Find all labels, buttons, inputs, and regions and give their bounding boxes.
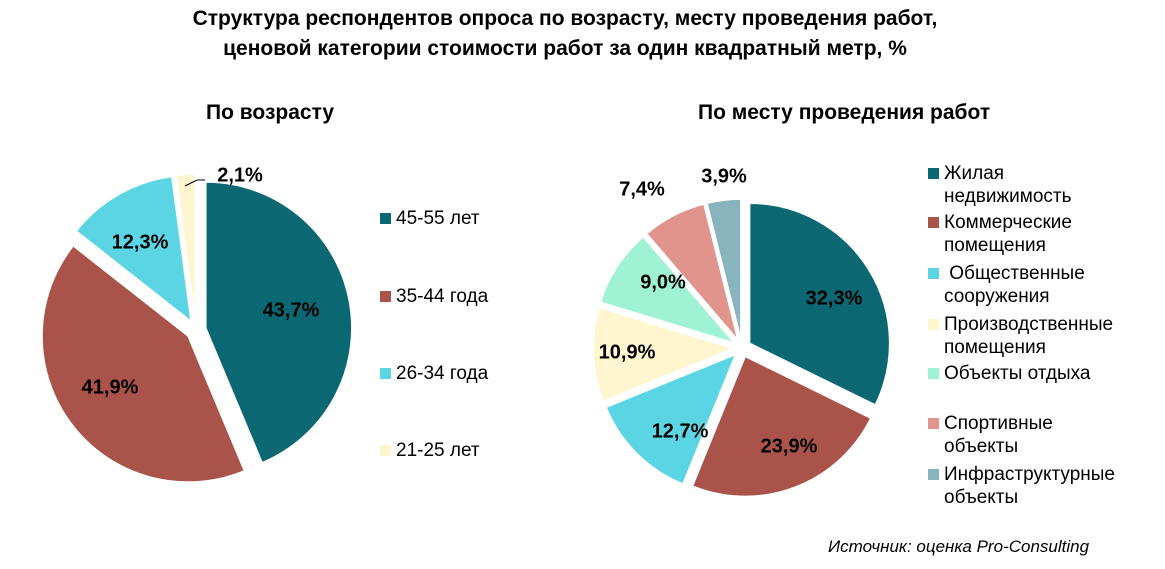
legend1-label-5-1: объекты bbox=[944, 436, 1019, 457]
legend1-label-1-0: Коммерческие bbox=[944, 212, 1072, 233]
legend1-swatch-2 bbox=[928, 268, 939, 279]
legend1-swatch-0 bbox=[928, 168, 939, 179]
pie1-slice-5 bbox=[645, 203, 739, 341]
pie1-slice-1 bbox=[691, 355, 872, 498]
source-note: Источник: оценка Pro-Consulting bbox=[828, 537, 1090, 556]
pie0-data-label-2: 12,3% bbox=[112, 231, 169, 253]
legend1-swatch-1 bbox=[928, 217, 939, 228]
legend1-label-4-0: Объекты отдыха bbox=[944, 363, 1091, 384]
pie1-data-label-3: 10,9% bbox=[599, 341, 656, 363]
legend1-label-6-1: объекты bbox=[944, 487, 1019, 508]
legend1-swatch-5 bbox=[928, 418, 939, 429]
location-pie-title: По месту проведения работ bbox=[698, 101, 991, 124]
legend0-swatch-2 bbox=[380, 368, 391, 379]
chart-title-line1: Структура респондентов опроса по возраст… bbox=[192, 7, 938, 30]
legend1-swatch-6 bbox=[928, 469, 939, 480]
pie0-data-label-3: 2,1% bbox=[217, 164, 263, 186]
pie1-data-label-4: 9,0% bbox=[640, 271, 686, 293]
legend1-label-0-1: недвижимость bbox=[944, 186, 1072, 207]
pie0-slice-2 bbox=[75, 175, 193, 324]
legend0-label-0-0: 45-55 лет bbox=[396, 208, 480, 229]
pie0-slice-3 bbox=[175, 173, 197, 321]
pie0-data-label-0: 43,7% bbox=[263, 299, 320, 321]
legend1-label-5-0: Спортивные bbox=[944, 413, 1053, 434]
pie0-data-label-1: 41,9% bbox=[82, 376, 139, 398]
legend0-label-3-0: 21-25 лет bbox=[396, 440, 480, 461]
legend1-label-6-0: Инфраструктурные bbox=[944, 464, 1115, 485]
legend1-label-0-0: Жилая bbox=[944, 163, 1005, 184]
legend1-label-3-0: Производственные bbox=[944, 314, 1114, 335]
pie1-data-label-1: 23,9% bbox=[761, 435, 818, 457]
pie1-slice-4 bbox=[599, 235, 737, 345]
legend1-label-3-1: помещения bbox=[944, 337, 1046, 358]
age-pie-title: По возрасту bbox=[206, 101, 335, 124]
legend1-label-1-1: помещения bbox=[944, 235, 1046, 256]
legend1-label-2-1: сооружения bbox=[944, 286, 1050, 307]
legend1-swatch-4 bbox=[928, 368, 939, 379]
chart-title-line2: ценовой категории стоимости работ за оди… bbox=[223, 37, 907, 60]
pie0-slice-1 bbox=[41, 244, 246, 483]
legend0-swatch-3 bbox=[380, 445, 391, 456]
legend0-swatch-1 bbox=[380, 291, 391, 302]
pie1-data-label-0: 32,3% bbox=[806, 287, 863, 309]
pie1-slice-0 bbox=[748, 202, 891, 406]
legend0-swatch-0 bbox=[380, 213, 391, 224]
pie1-data-label-5: 7,4% bbox=[619, 178, 665, 200]
legend1-label-2-0: Общественные bbox=[944, 263, 1085, 284]
legend0-label-2-0: 26-34 года bbox=[396, 363, 489, 384]
pie1-slice-6 bbox=[706, 198, 742, 340]
pie1-data-label-2: 12,7% bbox=[652, 420, 709, 442]
legend1-swatch-3 bbox=[928, 319, 939, 330]
pie1-data-label-6: 3,9% bbox=[701, 165, 747, 187]
chart-title: Структура респондентов опроса по возраст… bbox=[0, 4, 1130, 64]
pie1-slice-3 bbox=[592, 306, 736, 403]
pie0-leader-line bbox=[184, 179, 205, 187]
pie1-slice-2 bbox=[605, 353, 738, 486]
legend0-label-1-0: 35-44 года bbox=[396, 286, 489, 307]
pie0-slice-0 bbox=[205, 181, 353, 464]
